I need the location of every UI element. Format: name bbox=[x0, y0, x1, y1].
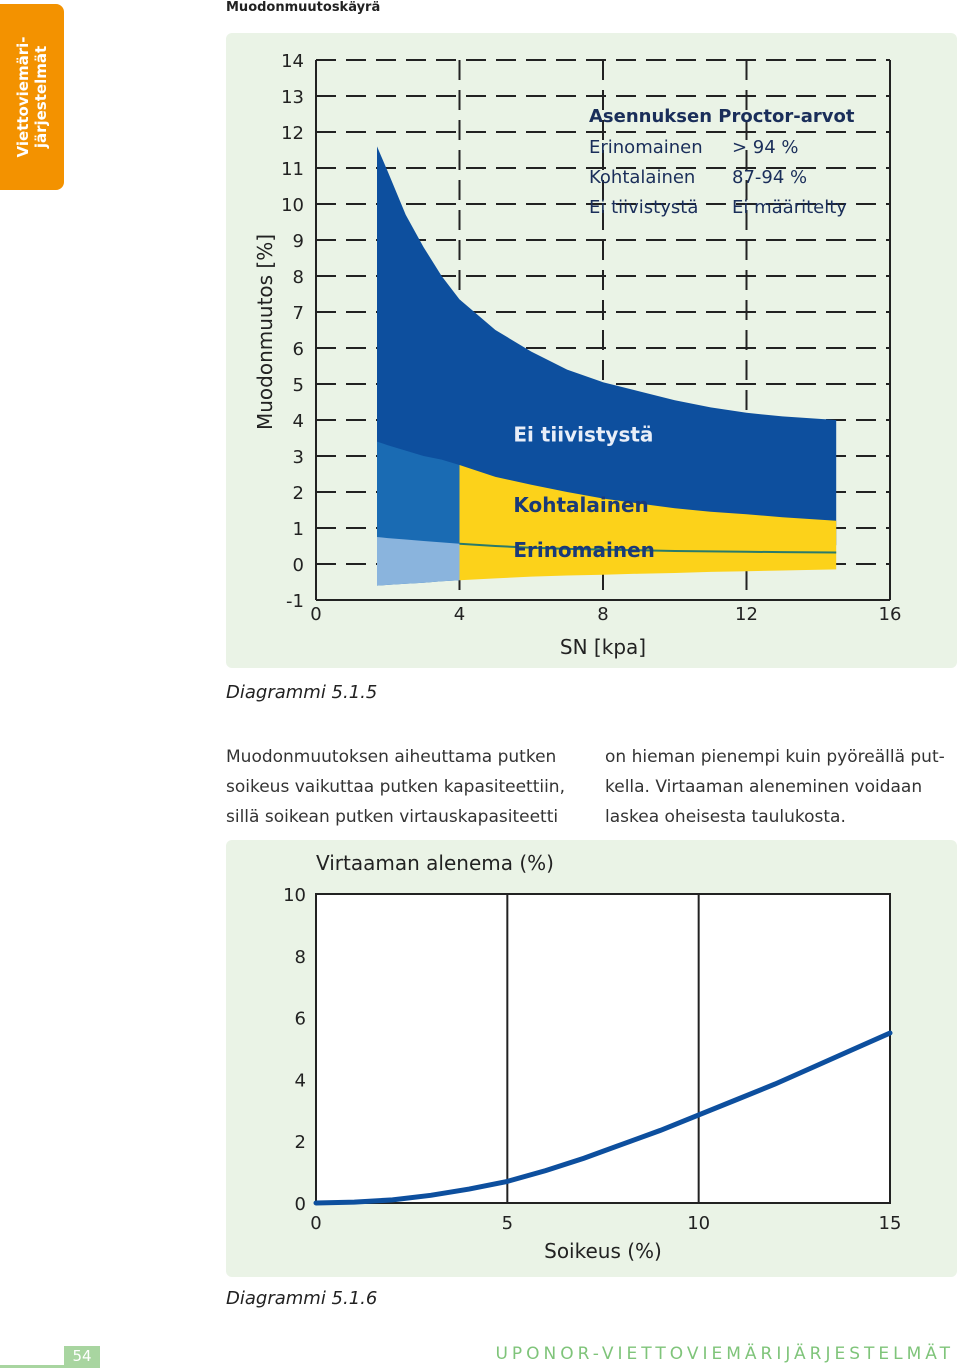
y-axis-label: Muodonmuutos [%] bbox=[253, 234, 277, 430]
body-line: soikeus vaikuttaa putken kapasiteettiin, bbox=[226, 777, 565, 797]
y-tick-label: 13 bbox=[281, 87, 304, 108]
proctor-row-value: > 94 % bbox=[732, 137, 799, 158]
x-tick-label: 16 bbox=[879, 604, 902, 625]
proctor-row-name: Ei tiivistystä bbox=[589, 197, 699, 218]
erinomainen-line bbox=[459, 542, 837, 554]
y-tick-label: 0 bbox=[295, 1194, 306, 1215]
y-tick-label: 4 bbox=[293, 411, 304, 432]
plot-frame bbox=[315, 893, 891, 1204]
y-tick-label: 9 bbox=[293, 231, 304, 252]
caption-diagram-1: Diagrammi 5.1.5 bbox=[226, 682, 378, 703]
y-tick-label: 2 bbox=[293, 483, 304, 504]
section-title: Muodonmuutoskäyrä bbox=[226, 0, 381, 15]
band-label-kohtalainen: Kohtalainen bbox=[513, 493, 648, 517]
x-tick-label: 4 bbox=[454, 604, 465, 625]
y-tick-label: 8 bbox=[295, 947, 306, 968]
y-tick-label: 5 bbox=[293, 375, 304, 396]
proctor-row: Ei tiivistystä Ei määritelty bbox=[589, 193, 854, 223]
sidebar-tab: Viettoviemäri- järjestelmät bbox=[0, 4, 64, 190]
y-tick-label: -1 bbox=[286, 591, 304, 612]
band-ei-tiivistysta bbox=[377, 146, 837, 546]
footer-brand: UPONOR-VIETTOVIEMÄRIJÄRJESTELMÄT bbox=[495, 1344, 954, 1364]
y-tick-label: 3 bbox=[293, 447, 304, 468]
band-label-erinomainen: Erinomainen bbox=[513, 538, 655, 562]
body-line: on hieman pienempi kuin pyöreällä put- bbox=[605, 747, 945, 767]
x-tick-label: 0 bbox=[310, 604, 321, 625]
x-tick-label: 5 bbox=[502, 1213, 513, 1234]
proctor-legend: Asennuksen Proctor-arvot Erinomainen > 9… bbox=[589, 106, 854, 223]
band-erinomainen-left bbox=[377, 537, 460, 586]
y-tick-label: 10 bbox=[283, 885, 306, 906]
y-tick-label: 6 bbox=[295, 1009, 306, 1030]
x-axis-label: SN [kpa] bbox=[560, 635, 646, 659]
body-line: kella. Virtaaman aleneminen voidaan bbox=[605, 777, 923, 797]
caption-diagram-2: Diagrammi 5.1.6 bbox=[226, 1288, 378, 1309]
body-line: Muodonmuutoksen aiheuttama putken bbox=[226, 747, 557, 767]
page-number: 54 bbox=[64, 1346, 100, 1366]
body-line: sillä soikean putken virtauskapasiteetti bbox=[226, 807, 559, 827]
y-tick-label: 1 bbox=[293, 519, 304, 540]
y-tick-label: 4 bbox=[295, 1070, 306, 1091]
y-tick-label: 6 bbox=[293, 339, 304, 360]
y-tick-label: 12 bbox=[281, 123, 304, 144]
y-tick-label: 7 bbox=[293, 303, 304, 324]
footer-line bbox=[0, 1365, 100, 1368]
deformation-chart: Ei tiivistystä Kohtalainen Erinomainen -1 0 1… bbox=[253, 51, 902, 659]
x-tick-label: 15 bbox=[879, 1213, 902, 1234]
plot-area bbox=[316, 894, 890, 1203]
proctor-row-value: 87-94 % bbox=[732, 167, 808, 188]
proctor-title: Asennuksen Proctor-arvot bbox=[589, 106, 855, 127]
band-label-ei-tiivistysta: Ei tiivistystä bbox=[513, 423, 653, 447]
proctor-row: Kohtalainen 87-94 % bbox=[589, 163, 854, 193]
y-tick-label: 8 bbox=[293, 267, 304, 288]
proctor-row-name: Kohtalainen bbox=[589, 167, 696, 188]
x-tick-label: 12 bbox=[735, 604, 758, 625]
y-tick-label: 14 bbox=[281, 51, 304, 72]
x-axis-label: Soikeus (%) bbox=[544, 1239, 662, 1263]
body-text-col2: on hieman pienempi kuin pyöreällä put- k… bbox=[605, 742, 960, 832]
flow-reduction-chart: 0 2 4 6 8 10 0 5 10 15 Virtaaman alenema (%) Soikeu… bbox=[283, 851, 902, 1263]
flow-reduction-curve bbox=[313, 1030, 893, 1206]
proctor-row-value: Ei määritelty bbox=[732, 197, 847, 218]
x-tick-label: 8 bbox=[597, 604, 608, 625]
y-tick-label: 11 bbox=[281, 159, 304, 180]
x-tick-label: 10 bbox=[687, 1213, 710, 1234]
proctor-row-name: Erinomainen bbox=[589, 137, 703, 158]
proctor-row: Erinomainen > 94 % bbox=[589, 133, 854, 163]
y-tick-label: 10 bbox=[281, 195, 304, 216]
x-tick-label: 0 bbox=[310, 1213, 321, 1234]
body-text-col1: Muodonmuutoksen aiheuttama putken soikeu… bbox=[226, 742, 586, 832]
y-tick-label: 2 bbox=[295, 1132, 306, 1153]
body-line: laskea oheisesta taulukosta. bbox=[605, 807, 846, 827]
chart-title: Virtaaman alenema (%) bbox=[316, 851, 554, 875]
y-tick-label: 0 bbox=[293, 555, 304, 576]
